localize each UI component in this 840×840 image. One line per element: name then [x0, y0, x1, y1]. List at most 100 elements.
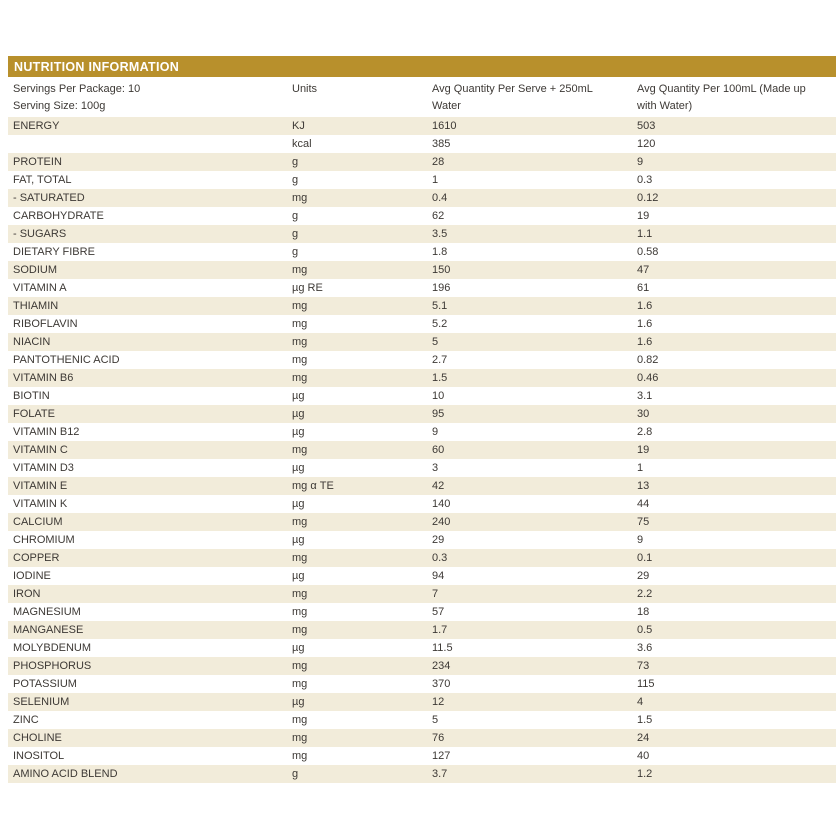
- per-serve-value-cell: 127: [432, 750, 451, 762]
- unit-cell: mg: [292, 588, 308, 600]
- per-serve-value-cell: 3.7: [432, 768, 448, 780]
- nutrient-name-cell: POTASSIUM: [13, 678, 77, 690]
- per-100ml-value-cell: 75: [637, 516, 650, 528]
- table-row: MAGNESIUM mg 57 18: [8, 603, 836, 621]
- nutrient-name-cell: MANGANESE: [13, 624, 84, 636]
- table-column-headers: Servings Per Package: 10 Serving Size: 1…: [8, 77, 836, 117]
- unit-cell: mg: [292, 354, 308, 366]
- nutrient-name-cell: PANTOTHENIC ACID: [13, 354, 120, 366]
- nutrient-name-cell: NIACIN: [13, 336, 51, 348]
- nutrient-name-cell: VITAMIN B12: [13, 426, 80, 438]
- per-100ml-value-cell: 44: [637, 498, 650, 510]
- table-row: COPPER mg 0.3 0.1: [8, 549, 836, 567]
- per-serve-value-cell: 385: [432, 138, 451, 150]
- table-row: VITAMIN D3 µg 3 1: [8, 459, 836, 477]
- unit-cell: mg: [292, 714, 308, 726]
- serving-info: Servings Per Package: 10 Serving Size: 1…: [8, 81, 292, 117]
- nutrient-name-cell: PHOSPHORUS: [13, 660, 92, 672]
- per-serve-value-cell: 11.5: [432, 642, 453, 654]
- table-row: RIBOFLAVIN mg 5.2 1.6: [8, 315, 836, 333]
- per-100ml-value-cell: 19: [637, 210, 650, 222]
- per-serve-value-cell: 150: [432, 264, 451, 276]
- per-100ml-value-cell: 18: [637, 606, 650, 618]
- nutrient-name-cell: VITAMIN C: [13, 444, 68, 456]
- servings-per-package-label: Servings Per Package: 10: [13, 83, 141, 95]
- nutrient-name-cell: CARBOHYDRATE: [13, 210, 104, 222]
- nutrient-name-cell: MOLYBDENUM: [13, 642, 92, 654]
- unit-cell: g: [292, 228, 299, 240]
- per-serve-value-cell: 3: [432, 462, 439, 474]
- table-title: NUTRITION INFORMATION: [14, 59, 180, 74]
- nutrient-name-cell: IRON: [13, 588, 41, 600]
- per-100ml-value-cell: 9: [637, 156, 644, 168]
- per-100ml-value-cell: 0.82: [637, 354, 659, 366]
- table-row: INOSITOL mg 127 40: [8, 747, 836, 765]
- column-header-per-serve: Avg Quantity Per Serve + 250mL Water: [432, 83, 593, 112]
- per-serve-value-cell: 10: [432, 390, 445, 402]
- per-100ml-value-cell: 120: [637, 138, 656, 150]
- per-100ml-value-cell: 1.2: [637, 768, 653, 780]
- per-serve-value-cell: 196: [432, 282, 451, 294]
- per-serve-value-cell: 12: [432, 696, 445, 708]
- table-row: FAT, TOTAL g 1 0.3: [8, 171, 836, 189]
- nutrient-name-cell: INOSITOL: [13, 750, 65, 762]
- per-100ml-value-cell: 1.6: [637, 336, 653, 348]
- per-100ml-value-cell: 30: [637, 408, 650, 420]
- per-100ml-value-cell: 0.58: [637, 246, 659, 258]
- nutrition-panel: NUTRITION INFORMATION Servings Per Packa…: [8, 56, 836, 783]
- table-row: VITAMIN E mg α TE 42 13: [8, 477, 836, 495]
- nutrient-name-cell: AMINO ACID BLEND: [13, 768, 118, 780]
- unit-cell: mg: [292, 444, 308, 456]
- nutrient-name-cell: SELENIUM: [13, 696, 70, 708]
- unit-cell: µg RE: [292, 282, 323, 294]
- unit-cell: mg: [292, 336, 308, 348]
- nutrient-name-cell: FOLATE: [13, 408, 55, 420]
- table-row: VITAMIN C mg 60 19: [8, 441, 836, 459]
- per-serve-value-cell: 0.3: [432, 552, 448, 564]
- table-row: PANTOTHENIC ACID mg 2.7 0.82: [8, 351, 836, 369]
- per-serve-value-cell: 234: [432, 660, 451, 672]
- table-row: FOLATE µg 95 30: [8, 405, 836, 423]
- per-100ml-value-cell: 24: [637, 732, 650, 744]
- per-serve-value-cell: 29: [432, 534, 445, 546]
- per-100ml-value-cell: 1: [637, 462, 644, 474]
- per-serve-value-cell: 94: [432, 570, 445, 582]
- table-title-bar: NUTRITION INFORMATION: [8, 56, 836, 77]
- table-row: CARBOHYDRATE g 62 19: [8, 207, 836, 225]
- table-row: MOLYBDENUM µg 11.5 3.6: [8, 639, 836, 657]
- nutrient-name-cell: RIBOFLAVIN: [13, 318, 78, 330]
- table-row: ENERGY KJ 1610 503: [8, 117, 836, 135]
- unit-cell: g: [292, 174, 299, 186]
- per-100ml-value-cell: 503: [637, 120, 656, 132]
- unit-cell: µg: [292, 696, 305, 708]
- per-100ml-value-cell: 2.8: [637, 426, 653, 438]
- nutrient-name-cell: THIAMIN: [13, 300, 59, 312]
- nutrient-name-cell: PROTEIN: [13, 156, 62, 168]
- nutrient-name-cell: VITAMIN A: [13, 282, 67, 294]
- nutrition-rows: ENERGY KJ 1610 503 kcal 385 120 PROTEIN …: [8, 117, 836, 783]
- table-row: MANGANESE mg 1.7 0.5: [8, 621, 836, 639]
- unit-cell: µg: [292, 408, 305, 420]
- nutrient-name-cell: ENERGY: [13, 120, 60, 132]
- unit-cell: g: [292, 210, 299, 222]
- table-row: VITAMIN A µg RE 196 61: [8, 279, 836, 297]
- unit-cell: mg: [292, 624, 308, 636]
- nutrient-name-cell: VITAMIN E: [13, 480, 68, 492]
- per-serve-value-cell: 5: [432, 714, 439, 726]
- nutrient-name-cell: VITAMIN B6: [13, 372, 74, 384]
- table-row: CHROMIUM µg 29 9: [8, 531, 836, 549]
- table-row: ZINC mg 5 1.5: [8, 711, 836, 729]
- per-serve-value-cell: 7: [432, 588, 439, 600]
- nutrient-name-cell: CALCIUM: [13, 516, 63, 528]
- unit-cell: mg: [292, 264, 308, 276]
- per-100ml-value-cell: 73: [637, 660, 650, 672]
- table-row: SODIUM mg 150 47: [8, 261, 836, 279]
- nutrient-name-cell: FAT, TOTAL: [13, 174, 72, 186]
- table-row: BIOTIN µg 10 3.1: [8, 387, 836, 405]
- unit-cell: mg: [292, 300, 308, 312]
- unit-cell: mg: [292, 660, 308, 672]
- per-100ml-value-cell: 1.5: [637, 714, 653, 726]
- per-serve-value-cell: 9: [432, 426, 439, 438]
- per-100ml-value-cell: 3.6: [637, 642, 653, 654]
- nutrient-name-cell: - SATURATED: [13, 192, 85, 204]
